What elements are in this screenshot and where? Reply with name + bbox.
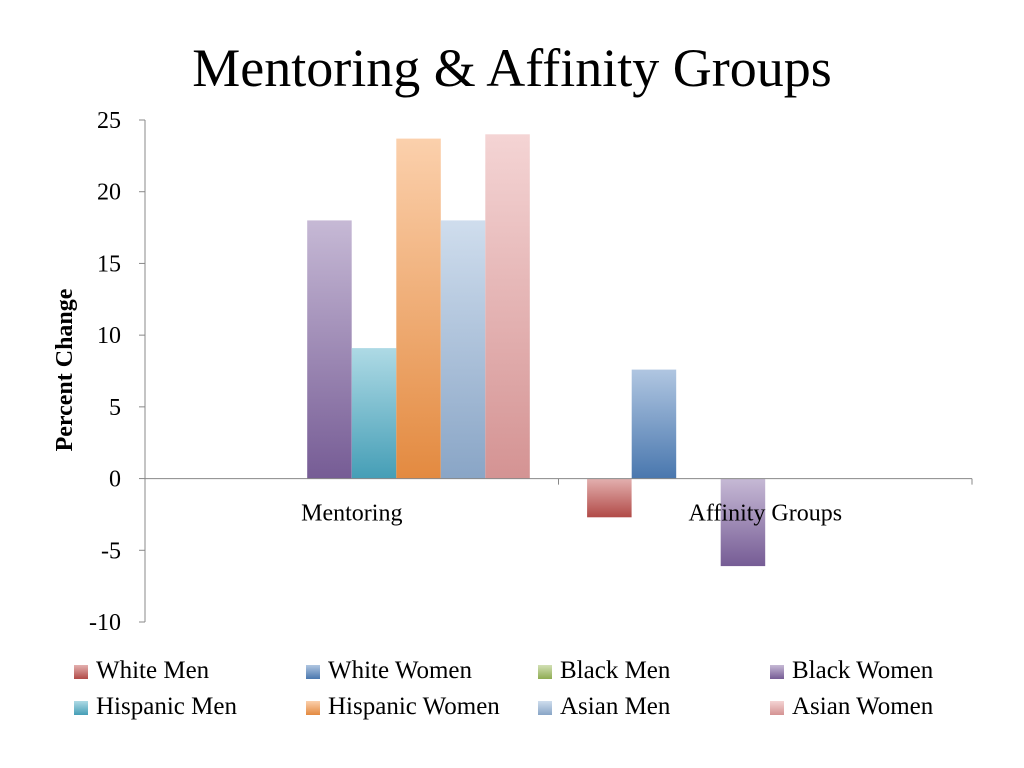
y-tick-label: 25 (97, 108, 121, 134)
legend-swatch (306, 665, 320, 679)
bar-hispanic-men-mentoring (351, 348, 397, 479)
y-axis-label: Percent Change (52, 288, 78, 451)
legend-label: Hispanic Women (328, 693, 500, 720)
legend-label: White Men (96, 657, 210, 684)
legend-swatch (770, 665, 784, 679)
legend-label: Asian Women (792, 693, 934, 720)
legend-swatch (538, 665, 552, 679)
legend-label: Asian Men (560, 693, 671, 720)
y-tick-label: 0 (109, 467, 121, 493)
bar-black-women-mentoring (307, 220, 352, 479)
chart-title: Mentoring & Affinity Groups (192, 38, 832, 98)
legend-swatch (770, 701, 784, 715)
bar-asian-women-mentoring (485, 134, 530, 479)
legend-swatch (306, 701, 320, 715)
x-category-label: Mentoring (301, 501, 402, 527)
y-tick-label: 10 (97, 323, 121, 349)
y-tick-label: -10 (89, 610, 121, 636)
x-category-label: Affinity Groups (689, 501, 843, 527)
y-tick-label: -5 (101, 538, 121, 564)
bar-white-women-affinity-groups (631, 369, 677, 479)
y-tick-label: 15 (97, 251, 121, 277)
legend-label: White Women (328, 657, 473, 684)
bar-black-women-affinity-groups (720, 478, 766, 567)
legend-swatch (74, 701, 88, 715)
bar-hispanic-women-mentoring (396, 138, 441, 479)
legend-swatch (538, 701, 552, 715)
y-tick-label: 20 (97, 180, 121, 206)
legend-label: Hispanic Men (96, 693, 237, 720)
legend-label: Black Women (792, 657, 934, 684)
bar-white-men-affinity-groups (587, 478, 632, 518)
bar-asian-men-mentoring (440, 220, 486, 479)
legend-swatch (74, 665, 88, 679)
bar-chart: Percent Change 25 20 15 10 5 0 -5 -10 Mentoring A… (52, 108, 973, 636)
legend-label: Black Men (560, 657, 671, 684)
y-tick-label: 5 (109, 395, 121, 421)
